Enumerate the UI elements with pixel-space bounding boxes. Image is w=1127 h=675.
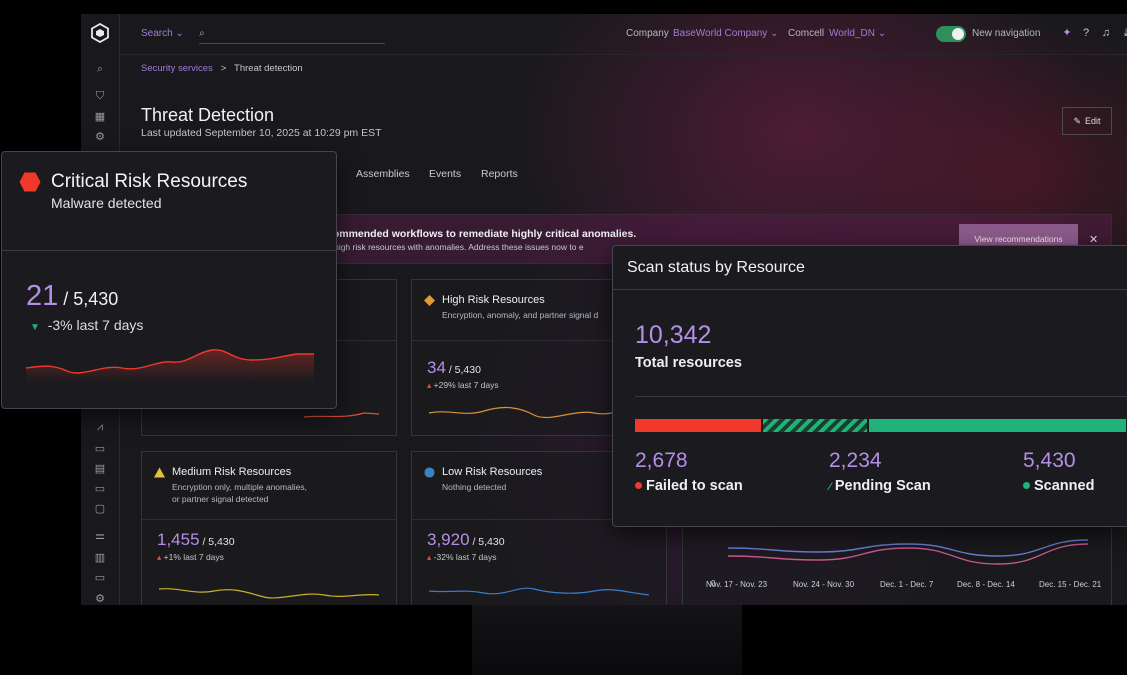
- account-select[interactable]: World_DN ⌄: [829, 28, 887, 39]
- sliders-icon[interactable]: ⚌: [95, 530, 105, 542]
- low-risk-desc: Nothing detected: [442, 482, 507, 492]
- low-risk-sparkline: [428, 587, 649, 596]
- high-risk-title: High Risk Resources: [442, 294, 545, 306]
- pending-segment: [762, 419, 868, 432]
- chart-icon[interactable]: ⩘: [96, 421, 104, 433]
- pending-value: 2,234: [829, 449, 882, 472]
- hexagon-icon: [19, 172, 41, 192]
- critical-sparkline: [25, 349, 314, 382]
- pencil-icon: ✎: [1073, 115, 1082, 126]
- monitor-icon[interactable]: ▭: [94, 483, 106, 495]
- tab-reports[interactable]: Reports: [481, 168, 518, 180]
- logo-icon: [91, 23, 109, 43]
- tab-assemblies[interactable]: Assemblies: [356, 168, 410, 180]
- circle-icon: [424, 467, 435, 478]
- critical-risk-card[interactable]: Critical Risk Resources Malware detected…: [1, 151, 337, 409]
- medium-risk-value: 1,455 / 5,430: [157, 530, 235, 549]
- breadcrumb-current: Threat detection: [234, 63, 303, 74]
- briefcase-icon[interactable]: ▭: [94, 443, 106, 455]
- new-navigation-toggle[interactable]: [936, 26, 966, 42]
- download-icon[interactable]: ⤓: [1123, 27, 1127, 39]
- shield-icon[interactable]: ⛉: [95, 90, 105, 102]
- high-risk-desc: Encryption, anomaly, and partner signal …: [442, 310, 599, 320]
- breadcrumb-parent[interactable]: Security services: [141, 63, 213, 74]
- series-line: [727, 543, 1089, 565]
- critical-value: 21 / 5,430: [26, 280, 119, 312]
- scanned-value: 5,430: [1023, 449, 1076, 472]
- search-dropdown[interactable]: Search ⌄: [141, 28, 184, 39]
- high-risk-value: 34 / 5,430: [427, 358, 481, 377]
- breadcrumb: Security services > Threat detection: [141, 63, 303, 74]
- help-icon[interactable]: ?: [1082, 27, 1090, 39]
- top-bar: Search ⌄ ⌕ Company BaseWorld Company ⌄ C…: [119, 14, 1127, 55]
- trend-chart: 0: [711, 539, 1089, 588]
- banner-subtitle: 4 high risk resources with anomalies. Ad…: [327, 242, 584, 252]
- company-label: Company: [626, 28, 669, 39]
- critical-bg-sparkline: [303, 412, 379, 418]
- x-tick-label: Nov. 24 - Nov. 30: [793, 580, 855, 589]
- series-line: [727, 539, 1089, 557]
- total-resources-label: Total resources: [635, 355, 742, 371]
- edit-button[interactable]: ✎ Edit: [1062, 107, 1112, 135]
- scanned-label: Scanned: [1023, 478, 1094, 494]
- last-updated: Last updated September 10, 2025 at 10:29…: [141, 127, 382, 139]
- search-input[interactable]: ⌕: [199, 28, 385, 44]
- card-icon[interactable]: ▭: [94, 572, 106, 584]
- x-tick-label: Nov. 17 - Nov. 23: [706, 580, 768, 589]
- search-icon[interactable]: ⌕: [96, 63, 104, 75]
- banner-title: commended workflows to remediate highly …: [327, 228, 637, 240]
- settings-icon[interactable]: ⚙: [95, 593, 105, 605]
- new-navigation-label: New navigation: [972, 28, 1041, 39]
- low-risk-value: 3,920 / 5,430: [427, 530, 505, 549]
- failed-segment: [635, 419, 761, 432]
- bell-icon[interactable]: ♫: [1101, 27, 1111, 39]
- x-tick-label: Dec. 1 - Dec. 7: [880, 580, 934, 589]
- gear-icon[interactable]: ⚙: [95, 131, 105, 143]
- medium-risk-sparkline: [158, 588, 379, 599]
- low-risk-title: Low Risk Resources: [442, 466, 543, 478]
- monitor-stand: [472, 605, 742, 675]
- medium-risk-desc: Encryption only, multiple anomalies, or p…: [172, 482, 307, 504]
- account-label: Comcell: [788, 28, 825, 39]
- scanned-segment: [869, 419, 1126, 432]
- clipboard-icon[interactable]: ▤: [94, 463, 106, 475]
- critical-subtitle: Malware detected: [51, 195, 162, 211]
- low-risk-trend: ▴ -32% last 7 days: [427, 552, 497, 562]
- warning-icon: [154, 467, 165, 478]
- building-icon[interactable]: ▥: [94, 552, 106, 564]
- breadcrumb-separator: >: [220, 63, 227, 74]
- tab-events[interactable]: Events: [429, 168, 462, 180]
- y-tick-label: 0: [711, 579, 716, 588]
- x-tick-label: Dec. 15 - Dec. 21: [1039, 580, 1102, 589]
- company-select[interactable]: BaseWorld Company ⌄: [673, 28, 779, 39]
- failed-value: 2,678: [635, 449, 688, 472]
- failed-label: Failed to scan: [635, 478, 743, 494]
- high-risk-trend: ▴ +29% last 7 days: [427, 380, 499, 390]
- x-tick-label: Dec. 8 - Dec. 14: [957, 580, 1015, 589]
- high-risk-sparkline: [428, 406, 649, 419]
- medium-risk-shape: [154, 467, 165, 478]
- high-risk-shape: [424, 295, 435, 306]
- medium-risk-trend: ▴ +1% last 7 days: [157, 552, 224, 562]
- critical-title: Critical Risk Resources: [51, 171, 248, 192]
- scan-status-card: Scan status by Resource 10,342 Total res…: [612, 245, 1127, 527]
- pending-label: ⁄ Pending Scan: [829, 478, 931, 494]
- medium-risk-card[interactable]: Medium Risk Resources Encryption only, m…: [141, 451, 397, 605]
- document-icon[interactable]: ▢: [94, 503, 106, 515]
- grid-icon[interactable]: ▦: [94, 111, 106, 123]
- medium-risk-title: Medium Risk Resources: [172, 466, 292, 478]
- close-icon[interactable]: ✕: [1089, 234, 1099, 246]
- scan-title: Scan status by Resource: [627, 259, 805, 276]
- page-title: Threat Detection: [141, 105, 275, 125]
- total-resources-value: 10,342: [635, 321, 712, 349]
- critical-trend: ▼ -3% last 7 days: [30, 317, 144, 333]
- diamond-icon: [424, 295, 435, 306]
- low-risk-shape: [424, 467, 435, 478]
- sparkle-icon[interactable]: ✦: [1062, 27, 1072, 39]
